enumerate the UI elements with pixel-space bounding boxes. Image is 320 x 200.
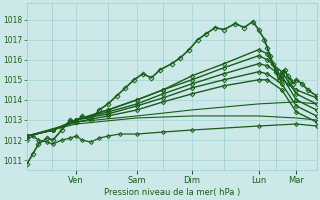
X-axis label: Pression niveau de la mer( hPa ): Pression niveau de la mer( hPa ) xyxy=(104,188,240,197)
